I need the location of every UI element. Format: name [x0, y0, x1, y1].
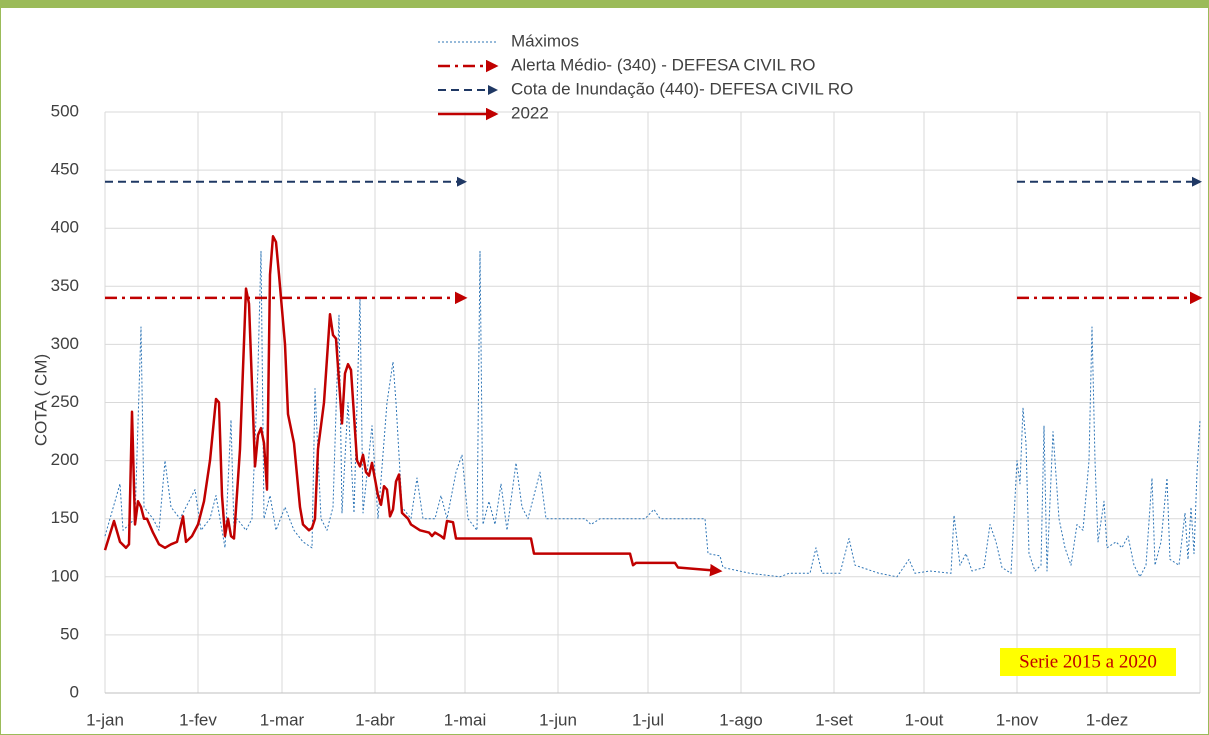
legend: Máximos Alerta Médio- (340) - DEFESA CIVI… [438, 31, 853, 122]
y-tick-label: 400 [51, 218, 79, 237]
y-axis-label: COTA ( CM) [31, 354, 50, 446]
annotation-bg [1000, 648, 1176, 676]
y-tick-label: 450 [51, 160, 79, 179]
top-band [0, 0, 1209, 8]
y-tick-label: 350 [51, 276, 79, 295]
annotation: Serie 2015 a 2020 [1019, 651, 1157, 672]
x-tick-label: 1-abr [355, 710, 395, 729]
series-line [103, 235, 723, 577]
x-tick-label: 1-ago [719, 710, 762, 729]
y-tick-label: 50 [60, 624, 79, 643]
x-tick-label: 1-fev [179, 710, 217, 729]
series-line [104, 250, 1201, 578]
y-tick-label: 500 [51, 101, 79, 120]
legend-label: Máximos [511, 31, 579, 50]
y-tick-label: 300 [51, 334, 79, 353]
legend-label: Alerta Médio- (340) - DEFESA CIVIL RO [511, 55, 816, 74]
x-tick-label: 1-out [905, 710, 944, 729]
y-tick-label: 250 [51, 392, 79, 411]
y-tick-label: 100 [51, 566, 79, 585]
legend-label: 2022 [511, 103, 549, 122]
x-tick-label: 1-mai [444, 710, 487, 729]
x-tick-label: 1-mar [260, 710, 305, 729]
y-tick-label: 150 [51, 508, 79, 527]
x-tick-label: 1-set [815, 710, 853, 729]
x-tick-label: 1-dez [1086, 710, 1129, 729]
x-tick-label: 1-nov [996, 710, 1039, 729]
grid: 0 50 100 150 200 250 300 350 400 450 500 1-jan 1-fev… [51, 101, 1201, 729]
legend-label: Cota de Inundação (440)- DEFESA CIVIL RO [511, 79, 853, 98]
lines [103, 176, 1203, 578]
y-tick-label: 200 [51, 450, 79, 469]
y-tick-label: 0 [70, 682, 79, 701]
x-tick-label: 1-jun [539, 710, 577, 729]
x-tick-label: 1-jul [632, 710, 664, 729]
x-tick-label: 1-jan [86, 710, 124, 729]
